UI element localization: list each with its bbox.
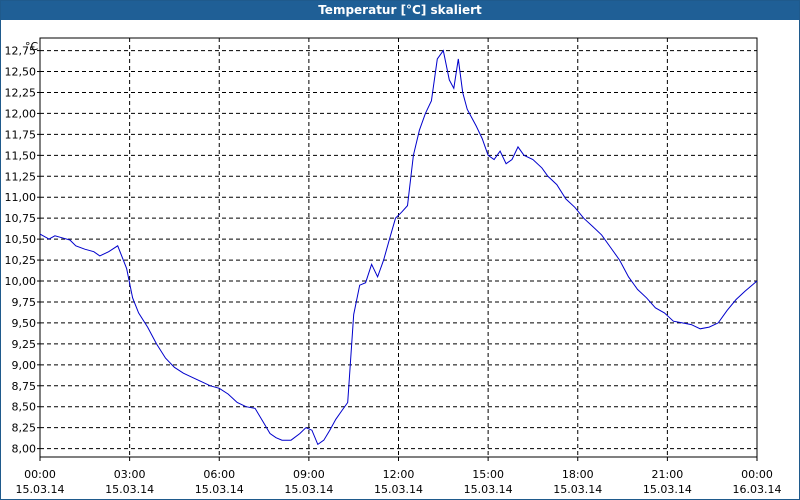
- y-tick-label: 11,50: [5, 149, 37, 162]
- x-tick-time-label: 15:00: [472, 468, 504, 481]
- y-tick-label: 11,75: [5, 128, 37, 141]
- y-tick-label: 8,50: [12, 401, 37, 414]
- x-tick-date-label: 15.03.14: [643, 483, 692, 496]
- plot-area: [39, 37, 758, 458]
- x-tick-time-label: 00:00: [24, 468, 56, 481]
- y-tick-label: 9,75: [12, 296, 37, 309]
- x-tick-time-label: 06:00: [203, 468, 235, 481]
- x-tick-time-label: 12:00: [383, 468, 415, 481]
- x-tick-date-label: 15.03.14: [105, 483, 154, 496]
- x-axis: 00:00 15.03.14 03:00 15.03.14 06:00 15.03.14 0…: [16, 457, 782, 496]
- x-tick-time-label: 18:00: [562, 468, 594, 481]
- x-tick-date-label: 15.03.14: [284, 483, 333, 496]
- y-tick-label: 10,25: [5, 254, 37, 267]
- y-tick-label: 9,00: [12, 359, 37, 372]
- y-tick-label: 11,00: [5, 191, 37, 204]
- x-tick-date-label: 15.03.14: [374, 483, 423, 496]
- x-tick-date-label: 15.03.14: [464, 483, 513, 496]
- y-tick-label: 12,25: [5, 86, 37, 99]
- chart-title: Temperatur [°C] skaliert: [1, 1, 799, 20]
- series-layer: [39, 49, 758, 446]
- x-tick-date-label: 15.03.14: [553, 483, 602, 496]
- x-tick-date-label: 15.03.14: [16, 483, 65, 496]
- y-tick-label: 10,00: [5, 275, 37, 288]
- y-tick-label: 8,25: [12, 422, 37, 435]
- y-axis-unit-label: °C: [25, 40, 39, 53]
- y-tick-label: 10,50: [5, 233, 37, 246]
- y-tick-label: 8,00: [12, 443, 37, 456]
- temperature-series-line: [39, 49, 758, 446]
- y-tick-label: 11,25: [5, 170, 37, 183]
- x-tick-date-label: 16.03.14: [733, 483, 782, 496]
- y-tick-label: 9,25: [12, 338, 37, 351]
- y-tick-label: 10,75: [5, 212, 37, 225]
- y-tick-label: 9,50: [12, 317, 37, 330]
- y-tick-label: 12,00: [5, 107, 37, 120]
- y-axis: 8,00 8,25 8,50 8,75 9,00 9,25 9,50 9,75 10,00 10,…: [5, 45, 40, 456]
- x-tick-time-label: 03:00: [114, 468, 146, 481]
- y-tick-label: 12,75: [5, 45, 37, 58]
- y-tick-label: 8,75: [12, 380, 37, 393]
- grid: [40, 38, 757, 457]
- x-tick-time-label: 00:00: [741, 468, 773, 481]
- y-tick-label: 12,50: [5, 66, 37, 79]
- x-tick-date-label: 15.03.14: [195, 483, 244, 496]
- x-tick-time-label: 21:00: [652, 468, 684, 481]
- x-tick-time-label: 09:00: [293, 468, 325, 481]
